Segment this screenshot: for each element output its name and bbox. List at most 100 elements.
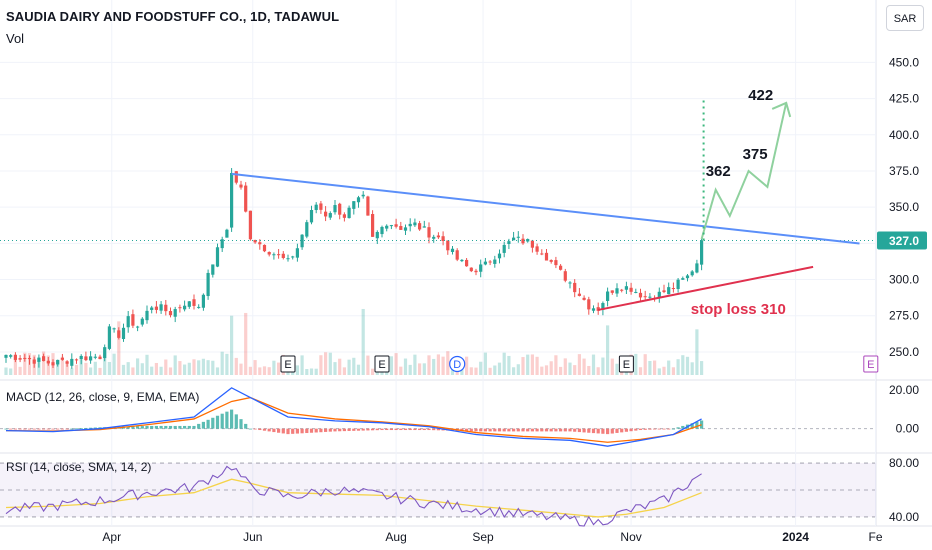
time-axis[interactable]: Apr Jun Aug Sep Nov 2024 Fe — [102, 530, 882, 544]
candle-body — [615, 288, 619, 294]
candle-body — [507, 241, 511, 244]
volume-bar — [502, 352, 506, 375]
last-price-badge — [877, 231, 927, 250]
projection-arrowhead — [771, 101, 792, 118]
volume-bar — [516, 364, 520, 375]
candle-body — [328, 213, 332, 218]
candle-body — [258, 242, 262, 245]
volume-bar — [319, 355, 323, 375]
candle-body — [455, 250, 459, 260]
last-price-value: 327.0 — [889, 234, 919, 248]
volume-bar — [573, 365, 577, 375]
volume-bar — [441, 356, 445, 375]
macd-histogram-bar — [178, 425, 182, 429]
candle-body — [657, 291, 661, 298]
candle-body — [74, 359, 79, 361]
candle-body — [211, 264, 215, 275]
chart-title: SAUDIA DAIRY AND FOODSTUFF CO., 1D, TADA… — [6, 9, 340, 24]
candle-body — [535, 246, 539, 252]
candle-body — [587, 299, 591, 310]
candle-body — [46, 360, 50, 364]
macd-histogram-bar — [13, 428, 17, 430]
volume-bar — [333, 362, 337, 375]
volume-bar — [295, 365, 299, 375]
candle-body — [342, 214, 346, 218]
candle-body — [634, 291, 638, 293]
volume-bar — [4, 367, 8, 375]
macd-histogram-bar — [549, 428, 553, 432]
candle-body — [497, 253, 502, 259]
volume-bar — [521, 357, 525, 375]
earnings-marker — [863, 355, 879, 373]
price-axis[interactable]: 250.0275.0300.0325.0350.0375.0400.0425.0… — [877, 55, 927, 524]
macd-histogram-bar — [432, 428, 436, 431]
macd-histogram-bar — [333, 428, 337, 432]
volume-bar — [483, 352, 487, 375]
volume-bar — [215, 367, 220, 375]
time-tick-label: Jun — [243, 530, 262, 544]
volume-bar — [493, 365, 497, 375]
volume-bar — [601, 357, 605, 375]
macd-histogram-bar — [131, 426, 135, 429]
volume-bar — [418, 363, 422, 375]
volume-bar — [544, 365, 549, 375]
volume-bar — [121, 364, 126, 375]
candle-body — [9, 355, 13, 357]
volume-bar — [70, 368, 74, 375]
candle-body — [281, 253, 285, 259]
time-tick-label: 2024 — [782, 530, 809, 544]
macd-histogram-bar — [300, 428, 304, 434]
macd-histogram-bar — [74, 428, 79, 430]
macd-histogram-bar — [187, 425, 191, 429]
volume-label: Vol — [6, 31, 25, 46]
volume-bar — [197, 360, 201, 375]
macd-histogram-bar — [582, 428, 586, 433]
macd-histogram-bar — [281, 428, 285, 434]
macd-histogram-bar — [79, 428, 83, 429]
candle-body — [51, 362, 55, 366]
volume-bar — [549, 361, 553, 375]
candle-body — [164, 304, 168, 312]
candle-body — [338, 203, 342, 215]
candle-body — [540, 253, 544, 255]
macd-histogram-bar — [638, 428, 643, 431]
macd-histogram-bar — [596, 428, 600, 434]
volume-bar — [681, 355, 685, 375]
macd-label: MACD (12, 26, close, 9, EMA, EMA) — [6, 390, 200, 404]
volume-bar — [422, 363, 426, 375]
volume-bar — [530, 354, 534, 375]
currency-button[interactable]: SAR — [886, 5, 924, 31]
candle-body — [65, 361, 69, 364]
candle-body — [201, 294, 205, 308]
target-label: 362 — [706, 163, 731, 180]
rsi-band-fill — [0, 463, 876, 517]
volume-bar — [394, 353, 398, 375]
candle-body — [620, 289, 624, 291]
candle-body — [427, 227, 431, 238]
rsi-band — [0, 463, 876, 517]
macd-histogram-bar — [9, 428, 13, 430]
volume-bar — [60, 356, 64, 375]
volume-bar — [262, 366, 267, 375]
price-tick-label: 450.0 — [889, 55, 919, 69]
volume-bar — [277, 362, 281, 375]
candle-body — [121, 327, 126, 340]
volume-bar — [685, 356, 690, 375]
candle-body — [324, 211, 328, 217]
macd-histogram-bar — [648, 428, 652, 430]
candle-body — [403, 227, 408, 231]
volume-bar — [328, 352, 332, 375]
volume-bar — [403, 358, 408, 375]
macd-histogram-bar — [70, 428, 74, 430]
candle-body — [98, 356, 102, 360]
volume-bar — [610, 358, 614, 375]
candle-body — [582, 297, 586, 300]
volume-bar — [131, 367, 135, 375]
volume-bar — [446, 351, 450, 375]
candle-body — [173, 309, 177, 317]
volume-bar — [93, 361, 97, 375]
volume-bar — [230, 315, 234, 375]
volume-bar — [465, 356, 469, 375]
macd-histogram-bar — [60, 428, 64, 430]
